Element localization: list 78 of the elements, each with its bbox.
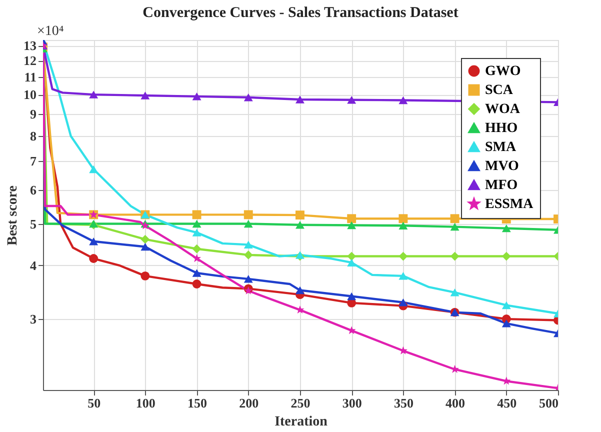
point [192, 269, 202, 277]
y-tick-label: 7 [30, 154, 37, 169]
point [347, 292, 356, 300]
point [89, 90, 98, 98]
legend-label: SCA [485, 83, 514, 98]
chart-title: Convergence Curves - Sales Transactions Dataset [142, 5, 458, 21]
x-tick-label: 350 [394, 396, 414, 410]
x-tick-label: 500 [539, 396, 558, 410]
point [89, 237, 98, 246]
point [89, 254, 98, 263]
x-tick-label: 300 [342, 396, 362, 410]
point [502, 224, 511, 232]
point [192, 280, 202, 288]
point [192, 254, 202, 262]
point [244, 275, 253, 283]
point [244, 210, 253, 220]
y-tick-label: 13 [24, 38, 37, 54]
point [296, 221, 304, 229]
point [398, 214, 408, 224]
point [347, 96, 356, 104]
point [140, 234, 150, 244]
legend-label: WOA [485, 102, 521, 117]
point [244, 94, 253, 102]
point [296, 96, 304, 104]
point [398, 252, 408, 261]
y-tick-label: 11 [24, 69, 36, 84]
y-tick-label: 4 [30, 258, 37, 273]
point [347, 214, 356, 224]
x-tick-label: 50 [88, 396, 101, 410]
x-tick-label: 150 [188, 396, 208, 410]
point [140, 92, 150, 100]
y-tick-label: 9 [30, 106, 37, 122]
x-tick-label: 200 [239, 396, 259, 410]
point [192, 220, 202, 228]
point [502, 320, 511, 328]
x-tick-label: 250 [290, 396, 310, 410]
point [450, 288, 460, 296]
y-tick-label: 10 [24, 87, 36, 102]
point [398, 96, 408, 104]
point [398, 272, 408, 280]
y-tick-label: 3 [30, 312, 37, 327]
y-tick-label: 8 [30, 128, 37, 144]
point [502, 252, 511, 261]
x-tick-label: 100 [136, 396, 156, 410]
point [244, 220, 253, 228]
point [244, 250, 253, 260]
legend-label: HHO [485, 121, 518, 136]
y-tick-label: 12 [24, 53, 36, 68]
point [296, 286, 304, 294]
y-tick-label: 5 [30, 216, 37, 232]
point [192, 228, 202, 236]
y-axis-title: Best score [6, 186, 20, 246]
legend-label: MVO [485, 159, 520, 174]
point [192, 210, 202, 220]
legend-label: SMA [485, 140, 517, 155]
point [140, 242, 150, 251]
point [347, 252, 356, 261]
point [398, 298, 408, 306]
point [296, 210, 304, 220]
point [347, 258, 356, 266]
point [398, 222, 408, 230]
y-tick-label: 6 [30, 182, 37, 198]
x-axis-title: Iteration [274, 414, 328, 430]
point [140, 271, 150, 280]
point [450, 222, 460, 231]
point [244, 240, 253, 249]
x-tick-label: 450 [497, 396, 517, 410]
point [502, 301, 511, 310]
point [450, 252, 460, 261]
point [347, 221, 356, 230]
legend-label: MFO [485, 178, 518, 193]
x-tick-label: 400 [446, 396, 466, 410]
point [450, 214, 460, 224]
point [192, 92, 202, 100]
legend-label: ESSMA [485, 197, 534, 212]
point [192, 244, 202, 254]
text: ×10⁴ [37, 24, 64, 39]
legend-label: GWO [485, 64, 521, 79]
